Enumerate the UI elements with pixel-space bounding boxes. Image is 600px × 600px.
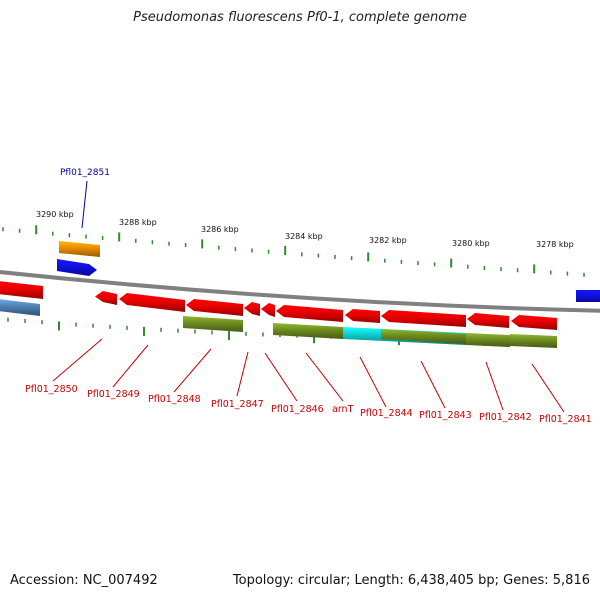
reverse-cds-pfl01-2846[interactable] <box>261 303 275 317</box>
callout-line <box>359 356 387 408</box>
feature-olive-e[interactable] <box>510 334 557 348</box>
callout-line <box>173 348 212 393</box>
reverse-cds-pfl01-2850[interactable] <box>95 291 117 305</box>
gene-label-pfl01-2848[interactable]: Pfl01_2848 <box>148 394 201 405</box>
gene-label-pfl01-2843[interactable]: Pfl01_2843 <box>419 410 472 421</box>
feature-olive-d[interactable] <box>466 333 510 347</box>
reverse-cds-pfl01-2841[interactable] <box>511 315 557 330</box>
gene-label-pfl01-2844[interactable]: Pfl01_2844 <box>360 408 413 419</box>
reverse-gene-labels: Pfl01_2850 Pfl01_2849 Pfl01_2848 Pfl01_2847… <box>25 384 592 425</box>
reverse-cds-arnt[interactable] <box>276 305 343 322</box>
scale-label: 3282 kbp <box>369 236 407 245</box>
accession-number: Accession: NC_007492 <box>10 573 158 588</box>
feature-olive-a[interactable] <box>183 316 243 332</box>
reverse-cds-pfl01-2842[interactable] <box>467 313 509 328</box>
gene-label-pfl01-2842[interactable]: Pfl01_2842 <box>479 412 532 423</box>
scale-label: 3278 kbp <box>536 240 574 249</box>
callout-line <box>236 351 249 397</box>
reverse-cds-pfl01-2844[interactable] <box>345 309 380 323</box>
gene-label-pfl01-2846[interactable]: Pfl01_2846 <box>271 404 324 415</box>
genome-title: Pseudomonas fluorescens Pf0-1, complete … <box>133 10 467 25</box>
gene-label-pfl01-2851[interactable]: Pfl01_2851 <box>60 168 110 178</box>
forward-gene-label-group[interactable]: Pfl01_2851 <box>60 168 110 229</box>
scale-label: 3290 kbp <box>36 210 74 219</box>
scale-labels: 3290 kbp 3288 kbp 3286 kbp 3284 kbp 3282 kbp… <box>36 210 574 249</box>
feature-olive-c[interactable] <box>381 329 466 344</box>
gene-label-pfl01-2841[interactable]: Pfl01_2841 <box>539 414 592 425</box>
reverse-cds-pfl01-2849[interactable] <box>119 293 185 312</box>
reverse-cds-pfl01-2843[interactable] <box>381 310 466 327</box>
scale-label: 3280 kbp <box>452 239 490 248</box>
reverse-cds-pfl01-2848[interactable] <box>186 299 243 316</box>
callout-line <box>531 363 565 413</box>
callout-line <box>305 352 344 402</box>
gene-label-arnt[interactable]: arnT <box>332 404 354 415</box>
callout-line <box>52 338 103 382</box>
feature-olive-b[interactable] <box>273 323 343 339</box>
gene-label-pfl01-2847[interactable]: Pfl01_2847 <box>211 399 264 410</box>
scale-label: 3288 kbp <box>119 218 157 227</box>
callout-line <box>485 361 504 411</box>
forward-cds-pfl01-2851[interactable] <box>57 259 97 276</box>
outer-tick-ring <box>2 225 585 277</box>
reverse-cds-left-edge[interactable] <box>0 281 43 299</box>
callout-lines <box>52 338 565 413</box>
forward-feature-orange[interactable] <box>59 241 100 257</box>
features <box>0 241 600 348</box>
callout-line <box>112 344 149 388</box>
forward-cds-right-edge[interactable] <box>576 290 600 302</box>
gene-label-pfl01-2849[interactable]: Pfl01_2849 <box>87 389 140 400</box>
genome-summary: Topology: circular; Length: 6,438,405 bp… <box>232 573 590 588</box>
scale-label: 3286 kbp <box>201 225 239 234</box>
callout-line <box>264 352 298 402</box>
gene-label-pfl01-2850[interactable]: Pfl01_2850 <box>25 384 78 395</box>
callout-line <box>420 360 446 409</box>
reverse-cds-pfl01-2847[interactable] <box>244 302 260 316</box>
feature-steel-left-edge[interactable] <box>0 299 40 316</box>
scale-label: 3284 kbp <box>285 232 323 241</box>
genome-backbone <box>0 270 600 313</box>
